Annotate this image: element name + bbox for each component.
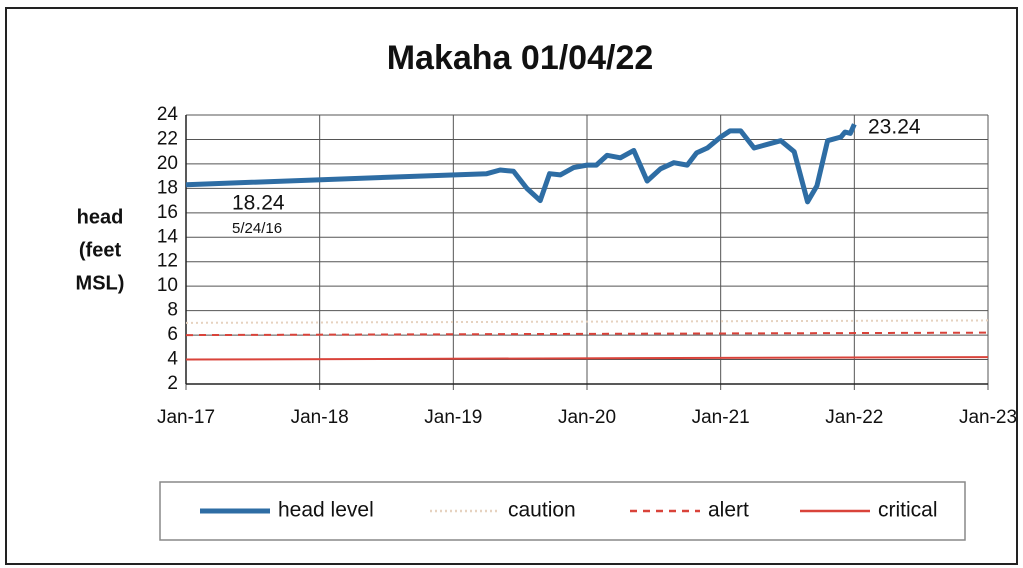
y-tick-label: 16 (157, 202, 178, 223)
series-line (185, 331, 989, 337)
legend-label: caution (508, 499, 576, 522)
legend-label: head level (278, 499, 374, 522)
y-tick-label: 20 (157, 153, 178, 174)
series-line (185, 356, 989, 361)
x-tick-label: Jan-17 (157, 407, 215, 428)
annotation: 5/24/16 (232, 220, 282, 237)
y-tick-label: 6 (167, 324, 178, 345)
y-axis-label: (feet (79, 239, 122, 261)
legend-label: alert (708, 499, 749, 522)
y-tick-label: 22 (157, 128, 178, 149)
y-tick-label: 12 (157, 251, 178, 272)
x-tick-label: Jan-23 (959, 407, 1017, 428)
y-tick-label: 14 (157, 226, 179, 247)
annotation: 18.24 (232, 192, 285, 215)
y-axis-label: MSL) (76, 272, 125, 294)
x-tick-label: Jan-21 (692, 407, 750, 428)
y-tick-label: 2 (167, 373, 178, 394)
x-tick-label: Jan-18 (291, 407, 349, 428)
series-line (185, 319, 989, 324)
annotation: 23.24 (868, 116, 921, 139)
series-line (185, 123, 857, 205)
y-tick-label: 24 (157, 104, 179, 125)
y-tick-label: 4 (167, 349, 178, 370)
y-tick-label: 10 (157, 275, 178, 296)
y-tick-label: 18 (157, 177, 178, 198)
x-tick-label: Jan-19 (424, 407, 482, 428)
frame (5, 7, 1018, 565)
y-tick-label: 8 (167, 300, 178, 321)
x-tick-label: Jan-22 (825, 407, 883, 428)
x-tick-label: Jan-20 (558, 407, 616, 428)
legend-label: critical (878, 499, 938, 522)
chart-title: Makaha 01/04/22 (387, 39, 654, 77)
y-axis-label: head (77, 206, 124, 228)
legend-box (159, 481, 966, 541)
